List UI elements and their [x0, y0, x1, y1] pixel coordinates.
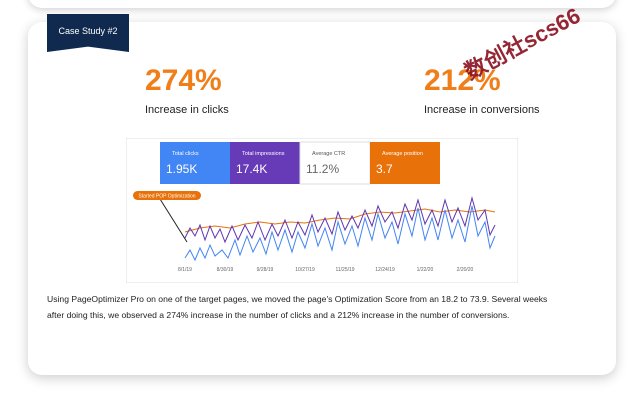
chart-image: Total clicks Total impressions Average C… [126, 138, 518, 283]
badge: Case Study #2 [47, 14, 129, 52]
annotation: Started POP Optimization [138, 194, 195, 200]
date-label: 1/22/20 [417, 267, 434, 273]
metric-label: Total impressions [242, 151, 285, 157]
paragraph-line: Using PageOptimizer Pro on one of the ta… [47, 294, 548, 304]
metric-label: Average position [382, 151, 423, 157]
metric-card [230, 142, 300, 184]
stat-value: 212% [424, 64, 501, 97]
metric-values: 1.95K 17.4K 11.2% 3.7 [166, 162, 393, 176]
metric-label: Total clicks [172, 151, 199, 157]
date-label: 8/30/19 [217, 267, 234, 273]
metric-value: 3.7 [376, 162, 393, 176]
metric-value: 17.4K [236, 162, 267, 176]
position-line [184, 208, 496, 233]
date-label: 12/24/19 [375, 267, 395, 273]
annotation-arrow [159, 198, 188, 243]
date-label: 11/25/19 [335, 267, 354, 273]
metric-card [299, 141, 371, 185]
metric-card [370, 142, 440, 184]
metric-card [160, 142, 230, 184]
trend-lines [159, 196, 496, 262]
previous-card [28, 0, 616, 8]
metric-label: Average CTR [312, 151, 345, 157]
stat-label: Increase in conversions [424, 104, 540, 116]
annotation-pill [133, 191, 201, 200]
date-label: 2/20/20 [457, 267, 474, 273]
metric-value: 1.95K [166, 162, 197, 176]
date-label: 8/1/19 [178, 267, 192, 273]
metric-value: 11.2% [306, 162, 339, 176]
clicks-line [184, 205, 496, 262]
date-label: 10/27/19 [295, 267, 315, 273]
impressions-line [184, 196, 496, 244]
stat-label: Increase in clicks [145, 104, 229, 116]
date-label: 9/28/19 [257, 267, 274, 273]
paragraph-line: after doing this, we observed a 274% inc… [47, 310, 510, 320]
date-labels: 8/1/19 8/30/19 9/28/19 10/27/19 11/25/19 12/2… [178, 267, 474, 273]
stat-value: 274% [145, 64, 222, 97]
metric-labels: Total clicks Total impressions Average C… [172, 151, 423, 157]
